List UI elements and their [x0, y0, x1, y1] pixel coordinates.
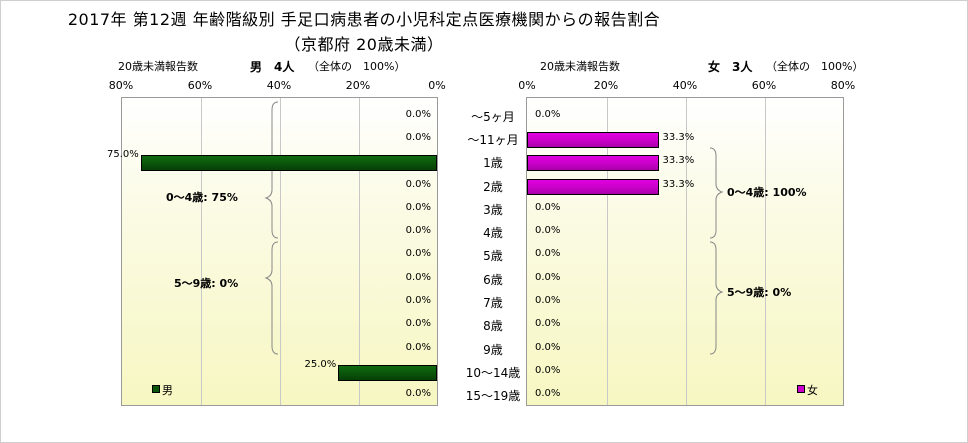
- male-gridline: [201, 98, 202, 405]
- female-x-tick: 80%: [830, 79, 856, 92]
- male-value-label: 0.0%: [405, 295, 431, 307]
- male-gridline: [280, 98, 281, 405]
- female-value-label: 0.0%: [535, 295, 561, 307]
- male-value-label: 0.0%: [405, 318, 431, 330]
- male-x-tick: 60%: [187, 79, 213, 92]
- female-legend: 女: [797, 382, 818, 398]
- female-value-label: 0.0%: [535, 318, 561, 330]
- female-value-label: 0.0%: [535, 364, 561, 376]
- category-label: 10～14歳: [465, 365, 521, 380]
- male-value-label: 0.0%: [405, 178, 431, 190]
- male-value-label: 0.0%: [405, 108, 431, 120]
- female-group-brackets: [709, 147, 724, 355]
- female-gridline: [607, 98, 608, 405]
- female-bar: [527, 131, 659, 148]
- female-legend-swatch: [797, 385, 805, 393]
- female-gridline: [686, 98, 687, 405]
- female-group-label: 0～4歳: 100%: [727, 186, 807, 199]
- female-bar: [527, 155, 659, 172]
- female-group-label: 5～9歳: 0%: [727, 286, 792, 299]
- female-x-tick: 20%: [593, 79, 619, 92]
- male-value-label: 0.0%: [405, 248, 431, 260]
- category-label: 9歳: [483, 342, 503, 357]
- male-x-tick: 0%: [428, 79, 446, 92]
- male-gridline: [359, 98, 360, 405]
- female-x-tick: 60%: [751, 79, 777, 92]
- female-x-tick: 0%: [518, 79, 536, 92]
- category-label: 4歳: [483, 226, 503, 241]
- female-value-label: 0.0%: [535, 108, 561, 120]
- female-value-label: 0.0%: [535, 341, 561, 353]
- male-value-label: 0.0%: [405, 341, 431, 353]
- male-value-label: 75.0%: [106, 149, 139, 161]
- male-value-label: 0.0%: [405, 388, 431, 400]
- male-x-tick: 20%: [345, 79, 371, 92]
- male-legend: 男: [152, 382, 173, 398]
- category-label: 3歳: [483, 202, 503, 217]
- category-label: ～5ヶ月: [471, 109, 515, 124]
- category-label: 8歳: [483, 319, 503, 334]
- chart-subtitle: （京都府 20歳未満）: [284, 35, 444, 54]
- male-header-label: 20歳未満報告数: [118, 60, 198, 73]
- male-count: 男 4人: [250, 60, 295, 74]
- category-label: 1歳: [483, 156, 503, 171]
- female-value-label: 0.0%: [535, 201, 561, 213]
- female-gridline: [765, 98, 766, 405]
- male-value-label: 0.0%: [405, 225, 431, 237]
- female-header-label: 20歳未満報告数: [540, 60, 620, 73]
- female-value-label: 33.3%: [662, 155, 695, 167]
- male-group-label: 5～9歳: 0%: [174, 277, 239, 290]
- female-total: （全体の 100%）: [766, 60, 864, 73]
- female-plot-area: [526, 97, 844, 406]
- chart-title: 2017年 第12週 年齢階級別 手足口病患者の小児科定点医療機関からの報告割合: [67, 10, 661, 29]
- female-value-label: 0.0%: [535, 271, 561, 283]
- male-value-label: 0.0%: [405, 131, 431, 143]
- male-value-label: 0.0%: [405, 201, 431, 213]
- female-value-label: 33.3%: [662, 131, 695, 143]
- category-label: 15～19歳: [465, 389, 521, 404]
- category-label: 6歳: [483, 272, 503, 287]
- male-group-label: 0～4歳: 75%: [166, 191, 238, 204]
- male-group-brackets: [264, 101, 279, 355]
- category-label: 7歳: [483, 296, 503, 311]
- male-plot-area: [121, 97, 438, 406]
- category-label: ～11ヶ月: [467, 132, 519, 147]
- category-label: 5歳: [483, 249, 503, 264]
- male-total: （全体の 100%）: [308, 60, 406, 73]
- female-x-tick: 40%: [672, 79, 698, 92]
- female-value-label: 0.0%: [535, 248, 561, 260]
- female-value-label: 0.0%: [535, 388, 561, 400]
- female-bar: [527, 178, 659, 195]
- male-x-tick: 80%: [108, 79, 134, 92]
- male-bar: [338, 364, 437, 381]
- female-value-label: 0.0%: [535, 225, 561, 237]
- category-label: 2歳: [483, 179, 503, 194]
- male-value-label: 25.0%: [304, 358, 337, 370]
- female-count: 女 3人: [708, 60, 753, 74]
- male-bar: [140, 155, 437, 172]
- male-value-label: 0.0%: [405, 271, 431, 283]
- male-legend-swatch: [152, 385, 160, 393]
- female-value-label: 33.3%: [662, 178, 695, 190]
- male-x-tick: 40%: [266, 79, 292, 92]
